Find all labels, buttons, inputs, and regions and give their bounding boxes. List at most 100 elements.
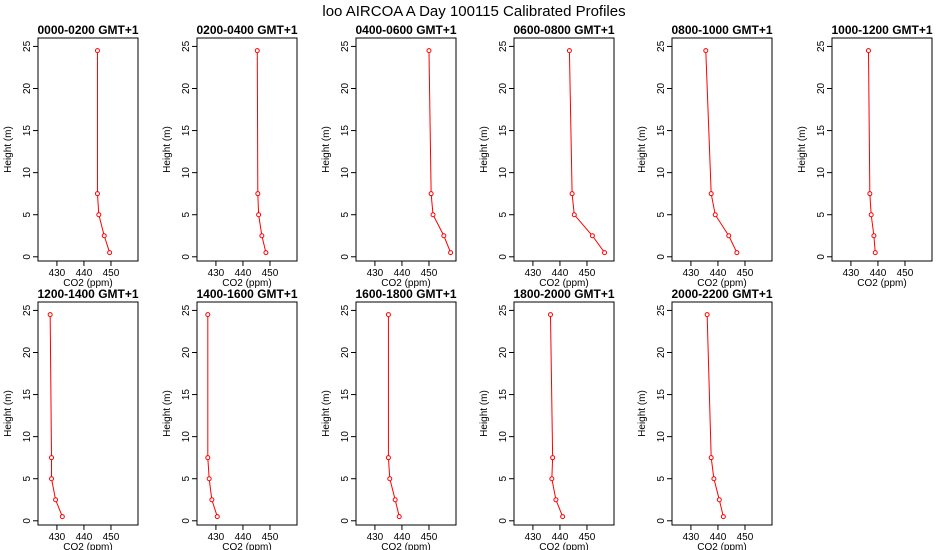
- plot-frame: [355, 37, 457, 262]
- x-tick-label: 440: [76, 532, 93, 543]
- x-tick-label: 450: [421, 268, 438, 279]
- data-point: [214, 514, 220, 520]
- y-tick-label: 5: [656, 211, 667, 217]
- panel-title: 2000-2200 GMT+1: [671, 287, 772, 301]
- x-axis-label: CO2 (ppm): [857, 278, 906, 289]
- x-tick-label: 440: [394, 268, 411, 279]
- data-point: [711, 476, 717, 482]
- profile-line: [568, 50, 605, 253]
- x-tick-label: 450: [579, 532, 596, 543]
- profile-line: [207, 314, 218, 517]
- y-axis-label: Height (m): [162, 126, 173, 173]
- x-axis-label: CO2 (ppm): [63, 542, 112, 550]
- x-tick-label: 430: [843, 268, 860, 279]
- data-point: [703, 48, 709, 54]
- y-axis-label: Height (m): [321, 126, 332, 173]
- x-tick-label: 430: [683, 268, 700, 279]
- y-tick-label: 25: [656, 40, 667, 52]
- y-axis-label: Height (m): [321, 390, 332, 437]
- y-tick-label: 15: [498, 389, 509, 401]
- x-tick-label: 450: [737, 532, 754, 543]
- y-axis-label: Height (m): [162, 390, 173, 437]
- data-point: [569, 191, 575, 197]
- panel-title: 0400-0600 GMT+1: [355, 23, 456, 37]
- y-tick-label: 25: [181, 304, 192, 316]
- y-tick-label: 0: [498, 518, 509, 524]
- y-tick-label: 5: [498, 475, 509, 481]
- x-axis-label: CO2 (ppm): [222, 278, 271, 289]
- panel-title: 1200-1400 GMT+1: [37, 287, 138, 301]
- data-point: [259, 233, 265, 239]
- panel-1400-1600 GMT+1: 1400-1600 GMT+1 430 440 450 0 5 10 15 20 25 CO2 (p…: [162, 287, 298, 550]
- y-tick-label: 15: [181, 125, 192, 137]
- x-tick-label: 450: [262, 268, 279, 279]
- y-tick-label: 10: [498, 167, 509, 179]
- plot-frame: [513, 301, 615, 526]
- profile-line: [706, 314, 724, 517]
- data-point: [385, 312, 391, 318]
- data-point: [602, 250, 608, 256]
- x-tick-label: 440: [870, 268, 887, 279]
- data-point: [387, 476, 393, 482]
- y-axis-label: Height (m): [797, 126, 808, 173]
- y-tick-label: 20: [816, 82, 827, 94]
- profile-line: [387, 314, 400, 517]
- panel-title: 1800-2000 GMT+1: [513, 287, 614, 301]
- y-tick-label: 10: [656, 167, 667, 179]
- profile-line: [549, 314, 564, 517]
- profile-line: [705, 50, 738, 253]
- panel-title: 1600-1800 GMT+1: [355, 287, 456, 301]
- panel-1200-1400 GMT+1: 1200-1400 GMT+1 430 440 450 0 5 10 15 20 25 CO2 (p…: [3, 287, 139, 550]
- y-tick-label: 25: [816, 40, 827, 52]
- data-point: [209, 497, 215, 503]
- data-point: [704, 312, 710, 318]
- data-point: [47, 312, 53, 318]
- y-axis-label: Height (m): [3, 390, 14, 437]
- y-tick-label: 0: [656, 518, 667, 524]
- data-point: [53, 497, 59, 503]
- y-axis-label: Height (m): [479, 126, 490, 173]
- plot-frame: [831, 37, 933, 262]
- y-tick-label: 0: [340, 518, 351, 524]
- y-tick-label: 5: [181, 211, 192, 217]
- y-tick-label: 20: [498, 82, 509, 94]
- plot-frame: [671, 37, 773, 262]
- y-tick-label: 25: [22, 40, 33, 52]
- y-tick-label: 15: [656, 125, 667, 137]
- x-tick-label: 430: [208, 532, 225, 543]
- data-point: [254, 48, 260, 54]
- x-tick-label: 430: [367, 532, 384, 543]
- panel-0200-0400 GMT+1: 0200-0400 GMT+1 430 440 450 0 5 10 15 20 25 CO2 (p…: [162, 23, 298, 289]
- data-point: [392, 497, 398, 503]
- x-tick-label: 430: [525, 532, 542, 543]
- data-point: [49, 455, 55, 461]
- data-point: [441, 233, 447, 239]
- x-tick-label: 440: [710, 268, 727, 279]
- y-tick-label: 10: [181, 167, 192, 179]
- y-tick-label: 25: [498, 304, 509, 316]
- data-point: [49, 476, 55, 482]
- data-point: [96, 212, 102, 218]
- data-point: [430, 212, 436, 218]
- data-point: [107, 250, 113, 256]
- x-tick-label: 440: [552, 532, 569, 543]
- x-tick-label: 450: [421, 532, 438, 543]
- panel-2000-2200 GMT+1: 2000-2200 GMT+1 430 440 450 0 5 10 15 20 25 CO2 (p…: [637, 287, 773, 550]
- data-point: [734, 250, 740, 256]
- y-tick-label: 25: [22, 304, 33, 316]
- data-point: [716, 497, 722, 503]
- y-axis-label: Height (m): [637, 390, 648, 437]
- panel-0600-0800 GMT+1: 0600-0800 GMT+1 430 440 450 0 5 10 15 20 25 CO2 (p…: [479, 23, 615, 289]
- panel-title: 1000-1200 GMT+1: [831, 23, 932, 37]
- panel-1800-2000 GMT+1: 1800-2000 GMT+1 430 440 450 0 5 10 15 20 25 CO2 (p…: [479, 287, 615, 550]
- y-tick-label: 0: [498, 254, 509, 260]
- data-point: [385, 455, 391, 461]
- plot-frame: [355, 301, 457, 526]
- y-tick-label: 20: [181, 82, 192, 94]
- y-tick-label: 10: [340, 431, 351, 443]
- data-point: [205, 455, 211, 461]
- panel-title: 0000-0200 GMT+1: [37, 23, 138, 37]
- y-tick-label: 25: [340, 40, 351, 52]
- x-tick-label: 450: [897, 268, 914, 279]
- x-axis-label: CO2 (ppm): [539, 542, 588, 550]
